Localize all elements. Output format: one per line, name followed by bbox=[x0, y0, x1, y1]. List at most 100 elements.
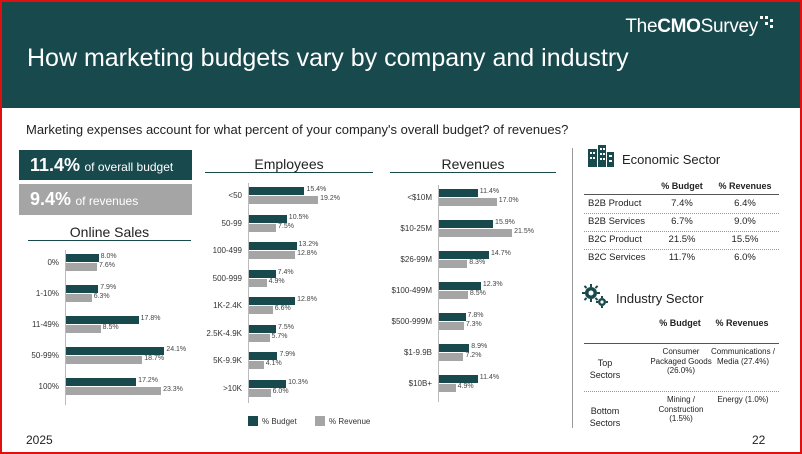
legend-budget-label: % Budget bbox=[262, 416, 297, 426]
budget-bar bbox=[439, 189, 478, 197]
economic-budget-value: 6.7% bbox=[671, 216, 693, 227]
cmo-survey-logo: TheCMOSurvey bbox=[625, 16, 776, 38]
budget-bar bbox=[249, 269, 276, 278]
revenue-value-label: 4.9% bbox=[268, 277, 285, 285]
category-label: $10-25M bbox=[400, 224, 432, 233]
economic-revenue-value: 6.0% bbox=[734, 252, 756, 263]
revenue-bar bbox=[249, 333, 270, 342]
revenue-bar bbox=[439, 291, 468, 299]
revenue-value-label: 6.0% bbox=[272, 387, 289, 395]
category-label: 1-10% bbox=[35, 289, 59, 298]
budget-value-label: 7.9% bbox=[100, 284, 117, 291]
economic-budget-value: 7.4% bbox=[671, 198, 693, 209]
online-sales-title: Online Sales bbox=[28, 224, 191, 241]
legend-budget: % Budget bbox=[248, 416, 297, 426]
panel-divider bbox=[572, 148, 573, 428]
budget-bar bbox=[66, 316, 139, 324]
category-label: 50-99% bbox=[31, 351, 59, 360]
category-label: $1-9.9B bbox=[403, 348, 432, 357]
budget-value-label: 11.4% bbox=[479, 374, 500, 381]
kpi-revenue: 9.4% of revenues bbox=[19, 184, 192, 215]
economic-row-rule bbox=[584, 231, 779, 232]
category-label: 100-499 bbox=[212, 246, 242, 255]
budget-bar bbox=[439, 344, 470, 352]
economic-row-rule bbox=[584, 213, 779, 214]
budget-bar bbox=[439, 251, 489, 259]
industry-budget-value: Mining / Construction (1.5%) bbox=[658, 395, 704, 424]
budget-bar bbox=[249, 352, 278, 360]
category-label: 500-999 bbox=[212, 273, 242, 283]
budget-value-label: 7.8% bbox=[467, 312, 484, 319]
category-label: $500-999M bbox=[391, 317, 432, 326]
budget-value-label: 15.4% bbox=[306, 186, 327, 193]
economic-revenue-value: 9.0% bbox=[734, 216, 756, 227]
kpi-revenue-label: of revenues bbox=[75, 194, 139, 208]
economic-sector-title: Economic Sector bbox=[622, 152, 721, 167]
page-title: How marketing budgets vary by company an… bbox=[27, 44, 629, 72]
economic-header-rule bbox=[584, 194, 779, 195]
revenue-value-label: 5.7% bbox=[271, 332, 288, 340]
revenue-value-label: 17.0% bbox=[498, 197, 519, 204]
category-label: 1K-2.4K bbox=[213, 301, 242, 310]
industry-row-rule bbox=[584, 391, 779, 392]
kpi-budget-value: 11.4% bbox=[30, 155, 81, 175]
budget-value-label: 7.9% bbox=[279, 351, 296, 358]
revenue-bar bbox=[249, 223, 276, 232]
legend-budget-swatch bbox=[248, 416, 258, 426]
budget-value-label: 11.4% bbox=[479, 188, 500, 195]
industry-row-label: Top bbox=[597, 358, 613, 368]
employees-title: Employees bbox=[205, 156, 373, 173]
industry-sector-title: Industry Sector bbox=[616, 291, 704, 306]
revenue-bar bbox=[439, 322, 464, 330]
revenue-value-label: 7.3% bbox=[465, 321, 482, 328]
budget-bar bbox=[439, 282, 481, 290]
budget-bar bbox=[249, 297, 296, 305]
budget-value-label: 17.2% bbox=[138, 377, 159, 384]
industry-budget-value: Consumer Packaged Goods (26.0%) bbox=[650, 347, 712, 376]
category-label: 100% bbox=[38, 382, 59, 391]
budget-bar bbox=[249, 242, 297, 250]
category-label: $10B+ bbox=[408, 379, 432, 388]
logo-dots-icon bbox=[760, 16, 776, 30]
revenue-bar bbox=[249, 251, 296, 259]
revenue-bar bbox=[439, 198, 497, 206]
budget-bar bbox=[439, 313, 466, 321]
revenue-bar bbox=[249, 196, 319, 204]
industry-revenue-value: Communications / Media (27.4%) bbox=[710, 347, 776, 366]
budget-bar bbox=[439, 375, 478, 383]
industry-col-budget: % Budget bbox=[659, 318, 701, 328]
economic-budget-value: 21.5% bbox=[668, 234, 696, 245]
header-banner: TheCMOSurvey How marketing budgets vary … bbox=[2, 2, 800, 108]
category-label: >10K bbox=[223, 383, 242, 393]
category-label: $26-99M bbox=[400, 255, 432, 264]
budget-value-label: 8.9% bbox=[471, 343, 488, 350]
legend-revenue-label: % Revenue bbox=[329, 416, 371, 426]
revenue-value-label: 7.2% bbox=[465, 352, 482, 359]
revenue-value-label: 8.5% bbox=[469, 290, 486, 297]
budget-value-label: 14.7% bbox=[490, 250, 511, 257]
economic-col-revenues: % Revenues bbox=[718, 181, 772, 191]
budget-bar bbox=[66, 378, 137, 386]
revenue-value-label: 6.6% bbox=[274, 305, 291, 312]
budget-value-label: 8.0% bbox=[100, 253, 117, 260]
category-label: 2.5K-4.9K bbox=[206, 328, 242, 338]
category-label: 11-49% bbox=[32, 320, 59, 329]
industry-header-rule bbox=[584, 343, 779, 344]
economic-row-label: B2B Services bbox=[588, 216, 646, 227]
revenue-bar bbox=[439, 260, 468, 268]
revenue-bar bbox=[66, 294, 92, 302]
legend-revenue-swatch bbox=[315, 416, 325, 426]
economic-col-budget: % Budget bbox=[661, 181, 703, 191]
revenue-value-label: 7.6% bbox=[99, 262, 115, 269]
economic-budget-value: 11.7% bbox=[668, 252, 696, 263]
budget-value-label: 12.3% bbox=[482, 281, 503, 288]
gears-icon bbox=[582, 283, 610, 309]
budget-bar bbox=[249, 324, 276, 333]
revenue-value-label: 7.5% bbox=[278, 222, 294, 230]
revenue-bar bbox=[249, 278, 267, 287]
footer-year: 2025 bbox=[26, 433, 53, 447]
category-label: 0% bbox=[47, 258, 59, 267]
logo-prefix: The bbox=[625, 16, 658, 37]
revenue-bar bbox=[249, 306, 273, 314]
